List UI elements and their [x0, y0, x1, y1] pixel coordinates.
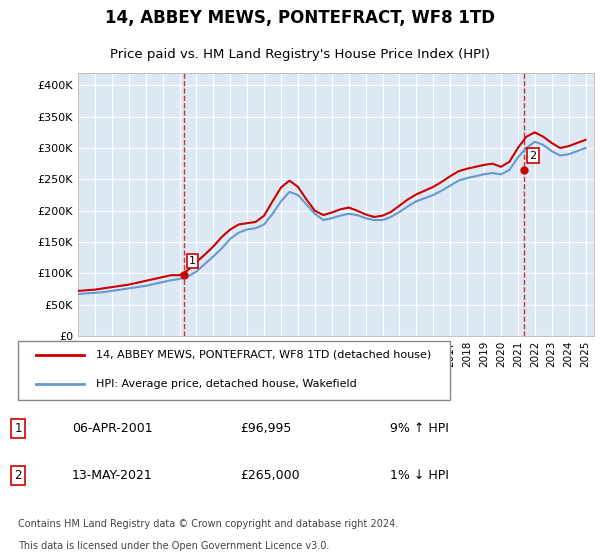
Text: £265,000: £265,000: [240, 469, 299, 482]
Text: 1% ↓ HPI: 1% ↓ HPI: [390, 469, 449, 482]
Text: 14, ABBEY MEWS, PONTEFRACT, WF8 1TD (detached house): 14, ABBEY MEWS, PONTEFRACT, WF8 1TD (det…: [96, 350, 431, 360]
Text: 13-MAY-2021: 13-MAY-2021: [72, 469, 153, 482]
Text: 2: 2: [14, 469, 22, 482]
Text: Price paid vs. HM Land Registry's House Price Index (HPI): Price paid vs. HM Land Registry's House …: [110, 48, 490, 61]
Text: Contains HM Land Registry data © Crown copyright and database right 2024.: Contains HM Land Registry data © Crown c…: [18, 519, 398, 529]
Text: 2: 2: [529, 151, 536, 161]
Text: HPI: Average price, detached house, Wakefield: HPI: Average price, detached house, Wake…: [96, 379, 357, 389]
Text: £96,995: £96,995: [240, 422, 292, 435]
Text: 1: 1: [189, 256, 196, 266]
Text: 06-APR-2001: 06-APR-2001: [72, 422, 152, 435]
Text: 9% ↑ HPI: 9% ↑ HPI: [390, 422, 449, 435]
Text: This data is licensed under the Open Government Licence v3.0.: This data is licensed under the Open Gov…: [18, 541, 329, 551]
Text: 14, ABBEY MEWS, PONTEFRACT, WF8 1TD: 14, ABBEY MEWS, PONTEFRACT, WF8 1TD: [105, 9, 495, 27]
FancyBboxPatch shape: [18, 340, 450, 400]
Text: 1: 1: [14, 422, 22, 435]
